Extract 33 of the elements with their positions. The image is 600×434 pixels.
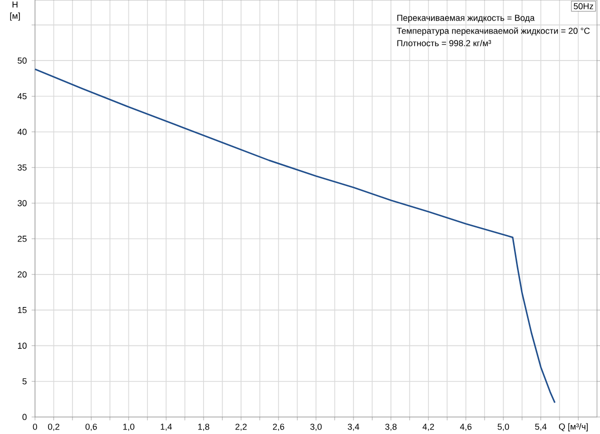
x-tick-label: 3,0 — [310, 424, 322, 431]
y-tick-label: 35 — [18, 164, 27, 171]
y-tick-label: 50 — [18, 58, 27, 64]
line-series — [34, 68, 556, 404]
x-tick-label: 0 — [32, 424, 38, 430]
x-axis-title: Q [м³/ч] — [558, 423, 588, 432]
annotation: 50Hz — [574, 3, 594, 10]
x-tick-label: 1,0 — [123, 424, 134, 431]
x-tick-label: 4,6 — [460, 424, 472, 431]
x-tick-label: 4,2 — [422, 424, 434, 431]
y-tick-label: 20 — [18, 271, 27, 278]
y-tick-label: 30 — [18, 200, 27, 206]
y-tick-label: 15 — [18, 307, 27, 314]
annotation: Температура перекачиваемой жидкости = 20 °C — [396, 27, 590, 36]
y-tick-label: 10 — [18, 342, 27, 349]
x-tick-label: 1,4 — [160, 424, 172, 431]
y-tick-label: 25 — [18, 236, 27, 242]
y-tick-label: 5 — [22, 378, 27, 384]
y-tick-label: 40 — [18, 128, 27, 135]
annotation: Перекачиваемая жидкость = Вода — [397, 14, 535, 23]
x-tick-label: 2,6 — [272, 424, 284, 431]
x-tick-label: 5,0 — [498, 424, 510, 431]
x-tick-label: 3,4 — [348, 424, 360, 431]
x-tick-label: 5,4 — [535, 424, 547, 431]
x-tick-label: 3,8 — [385, 424, 397, 431]
x-tick-label: 2,2 — [235, 424, 247, 431]
y-tick-label: 0 — [22, 414, 27, 420]
x-tick-label: 1,8 — [198, 424, 210, 431]
y-tick-label: 45 — [18, 93, 27, 100]
x-tick-label: 0,6 — [86, 424, 97, 431]
annotation: Плотность = 998.2 кг/м³ — [397, 40, 492, 46]
x-tick-label: 0,2 — [48, 424, 60, 431]
y-axis-title: H [м] — [10, 2, 20, 21]
